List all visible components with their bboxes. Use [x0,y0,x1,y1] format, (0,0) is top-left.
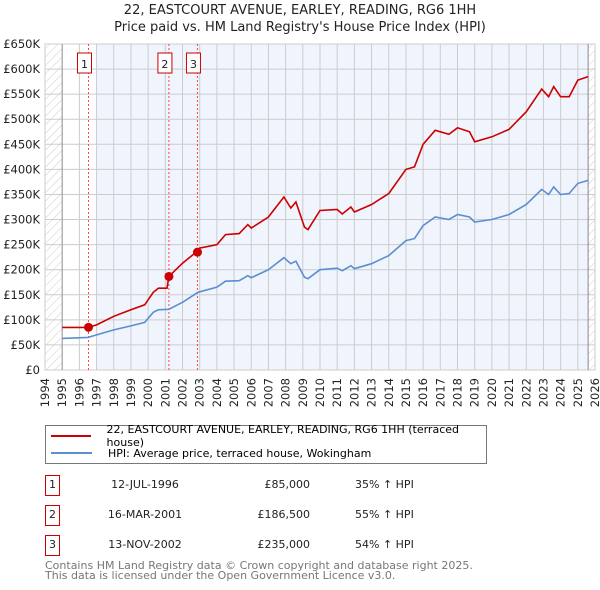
sale-hpi-change: 55% ↑ HPI [355,508,414,521]
x-tick-label: 2004 [210,378,224,407]
y-tick-label: £350K [3,187,40,201]
no-data-hatch [45,44,63,370]
x-tick-label: 1995 [55,378,69,407]
x-tick-label: 2019 [468,378,482,407]
no-data-hatch [588,44,595,370]
y-tick-label: £50K [11,338,41,352]
chart-subtitle: Price paid vs. HM Land Registry's House … [114,20,486,35]
footer: Contains HM Land Registry data © Crown c… [45,559,473,582]
x-tick-label: 2001 [158,378,172,407]
x-tick-label: 2007 [261,378,275,407]
x-tick-label: 1996 [72,378,86,407]
x-tick-label: 2021 [502,378,516,407]
sale-date: 12-JUL-1996 [111,478,179,491]
sale-row: 2 16-MAR-2001 £186,500 55% ↑ HPI [45,505,465,526]
sale-marker-box [76,52,92,74]
x-tick-label: 2024 [554,378,568,407]
sale-price: £235,000 [257,538,311,551]
x-tick-label: 2017 [433,378,447,407]
sale-price: £186,500 [257,508,311,521]
y-tick-label: £600K [3,62,40,76]
x-tick-label: 1999 [124,378,138,407]
y-tick-label: £400K [3,162,40,176]
y-tick-label: £550K [3,87,40,101]
x-tick-label: 2014 [382,378,396,407]
sale-date: 13-NOV-2002 [108,538,182,551]
x-tick-label: 2010 [313,378,327,407]
sale-point [164,271,174,281]
sale-date: 16-MAR-2001 [107,508,183,521]
sale-marker-box [185,52,201,74]
x-tick-label: 2015 [399,378,413,407]
x-tick-label: 2005 [227,378,241,407]
x-tick-label: 2013 [365,378,379,407]
sale-marker-box [157,52,173,74]
x-tick-label: 2026 [588,378,600,407]
sale-marker-label: 1 [81,58,88,71]
x-tick-label: 2011 [330,378,344,407]
x-tick-label: 2003 [193,378,207,407]
sale-point [83,322,93,332]
footer-licence: This data is licensed under the Open Gov… [45,569,396,582]
x-tick-label: 2020 [485,378,499,407]
y-tick-label: £150K [3,288,40,302]
y-tick-label: £300K [3,213,40,227]
x-tick-label: 2008 [279,378,293,407]
chart-title: 22, EASTCOURT AVENUE, EARLEY, READING, R… [123,3,477,18]
x-tick-label: 2006 [244,378,258,407]
x-tick-label: 2018 [451,378,465,407]
sale-row: 1 12-JUL-1996 £85,000 35% ↑ HPI [45,475,465,496]
x-tick-label: 2000 [141,378,155,407]
x-tick-label: 1998 [107,378,121,407]
sale-hpi-change: 35% ↑ HPI [355,478,414,491]
x-tick-label: 2025 [571,378,585,407]
legend-hpi-swatch [51,452,92,454]
hpi-line [62,179,589,340]
sale-price: £85,000 [264,478,311,491]
y-tick-label: £250K [3,238,40,252]
x-tick-label: 1994 [38,378,52,407]
sale-marker-label: 2 [161,58,168,71]
x-tick-label: 2023 [536,378,550,407]
y-tick-label: £100K [3,313,40,327]
sale-marker-label: 3 [190,58,197,71]
sale-point [192,247,202,257]
price-chart: 1994 1995 1996 1997 1998 1999 2000 2001 2002 2003… [3,37,600,407]
x-tick-label: 2009 [296,378,310,407]
y-tick-label: £650K [3,37,40,51]
sale-row: 3 13-NOV-2002 £235,000 54% ↑ HPI [45,535,465,556]
y-tick-label: £200K [3,263,40,277]
post-sale-shading [96,44,589,370]
y-tick-label: £500K [3,112,40,126]
legend-hpi-label: HPI: Average price, terraced house, Woki… [108,446,372,460]
x-tick-label: 2012 [347,378,361,407]
x-tick-label: 2022 [519,378,533,407]
legend-property-swatch [51,435,91,437]
legend: 22, EASTCOURT AVENUE, EARLEY, READING, R… [45,423,487,464]
footer-copyright: Contains HM Land Registry data © Crown c… [45,559,473,572]
sale-hpi-change: 54% ↑ HPI [355,538,414,551]
y-tick-label: £0 [25,363,40,377]
sale-number: 2 [45,505,60,526]
legend-property-label: 22, EASTCOURT AVENUE, EARLEY, READING, R… [106,423,459,449]
sale-number: 3 [45,535,60,556]
x-tick-label: 1997 [90,378,104,407]
x-tick-label: 2016 [416,378,430,407]
property-price-line [62,75,589,329]
x-tick-label: 2002 [176,378,190,407]
sale-number: 1 [45,475,60,496]
y-tick-label: £450K [3,137,40,151]
